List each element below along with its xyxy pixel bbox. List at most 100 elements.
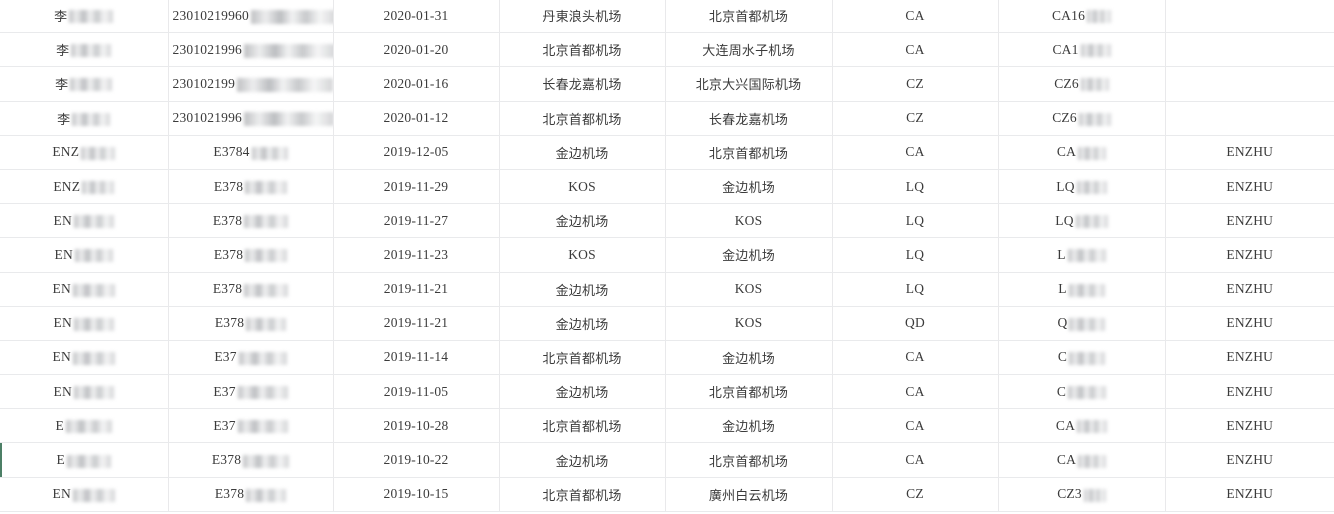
cell-text: 北京首都机场	[542, 488, 622, 504]
redaction-blur	[1083, 488, 1106, 502]
cell-text: LQ	[905, 246, 925, 262]
redaction-blur	[1078, 454, 1107, 468]
cell-text: E378	[213, 178, 244, 194]
cell-text: 北京首都机场	[708, 454, 789, 470]
cell-text: ENZHU	[1226, 315, 1274, 331]
cell-id_number: 23010219960	[168, 0, 334, 34]
cell-text: 大连周水子机场	[702, 44, 795, 60]
cell-text: E37	[213, 383, 236, 399]
table-row[interactable]: EN E378 2019-11-27 金边机场 KOS LQ LQ ENZHU	[0, 203, 1334, 239]
cell-flight_date: 2019-11-27	[333, 203, 500, 239]
cell-text: E37	[214, 349, 237, 365]
cell-departure_airport: 金边机场	[499, 272, 666, 307]
cell-text: 北京首都机场	[542, 351, 622, 367]
cell-text: CZ6	[1054, 75, 1079, 91]
table-row[interactable]: ENZ E378 2019-11-29 KOS 金边机场 LQ LQ ENZHU	[0, 169, 1334, 205]
redaction-blur	[69, 10, 114, 24]
cell-text: 北京首都机场	[708, 386, 789, 402]
table-row[interactable]: ENZ E3784 2019-12-05 金边机场 北京首都机场 CA CA ENZHU	[0, 135, 1334, 170]
cell-flight_number: CA	[998, 408, 1166, 444]
table-row[interactable]: E E37 2019-10-28 北京首都机场 金边机场 CA CA ENZHU	[0, 408, 1334, 444]
redaction-blur	[73, 386, 114, 400]
cell-passenger_name: EN	[0, 340, 169, 376]
cell-id_number: E378	[168, 306, 334, 341]
cell-arrival_airport: 北京首都机场	[665, 374, 833, 410]
cell-text: CA	[905, 383, 925, 399]
cell-text: E378	[214, 486, 245, 502]
cell-text: CA	[1056, 452, 1077, 468]
redaction-blur	[73, 215, 114, 229]
cell-text: ENZHU	[1226, 417, 1274, 433]
cell-airline_code: CA	[832, 374, 999, 410]
cell-id_number: E3784	[168, 135, 334, 170]
cell-text: KOS	[568, 178, 596, 194]
cell-text: CZ	[906, 110, 924, 126]
cell-text: CA16	[1051, 7, 1086, 23]
cell-text: CA	[905, 452, 925, 468]
cell-departure_airport: 长春龙嘉机场	[499, 66, 666, 102]
cell-passenger_name: EN	[0, 374, 169, 410]
table-row[interactable]: EN E37 2019-11-05 金边机场 北京首都机场 CA C ENZHU	[0, 374, 1334, 410]
cell-text: LQ	[905, 281, 925, 297]
cell-airline_code: LQ	[832, 237, 999, 273]
cell-text: CA	[905, 349, 925, 365]
cell-text: L	[1057, 246, 1066, 262]
cell-text: 金边机场	[722, 351, 775, 367]
cell-passenger_name: ENZ	[0, 135, 169, 170]
cell-text: QD	[905, 315, 925, 331]
cell-id_number: 230102199	[168, 66, 334, 102]
cell-flight_number: Q	[998, 306, 1166, 341]
table-row[interactable]: 李 2301021996 2020-01-20 北京首都机场 大连周水子机场 CA CA1	[0, 32, 1334, 68]
table-row[interactable]: EN E378 2019-11-21 金边机场 KOS QD Q ENZHU	[0, 306, 1334, 341]
cell-flight_number: CA16	[998, 0, 1166, 34]
cell-text: LQ	[1055, 212, 1074, 228]
table-row[interactable]: EN E378 2019-11-23 KOS 金边机场 LQ L ENZHU	[0, 237, 1334, 273]
cell-source_tag: ENZHU	[1165, 442, 1334, 478]
cell-text: 2019-11-05	[383, 383, 449, 399]
cell-flight_date: 2019-11-14	[333, 340, 500, 376]
cell-text: ENZHU	[1226, 144, 1274, 160]
table-row[interactable]: 李 230102199 2020-01-16 长春龙嘉机场 北京大兴国际机场 CZ CZ6	[0, 66, 1334, 102]
table-row[interactable]: 李 23010219960 2020-01-31 丹東浪头机场 北京首都机场 CA CA16	[0, 0, 1334, 34]
table-row[interactable]: 李 2301021996 2020-01-12 北京首都机场 长春龙嘉机场 CZ CZ6	[0, 101, 1334, 136]
table-row[interactable]: EN E37 2019-11-14 北京首都机场 金边机场 CA C ENZHU	[0, 340, 1334, 376]
cell-text: 李	[54, 10, 68, 26]
cell-text: 长春龙嘉机场	[708, 112, 789, 128]
cell-text: C	[1057, 349, 1068, 365]
cell-text: EN	[53, 212, 72, 228]
cell-airline_code: CA	[832, 32, 999, 68]
cell-departure_airport: 金边机场	[499, 306, 666, 341]
cell-passenger_name: EN	[0, 237, 169, 273]
cell-arrival_airport: KOS	[665, 306, 833, 341]
redaction-blur	[1069, 317, 1106, 331]
cell-flight_date: 2019-10-28	[333, 408, 500, 444]
redaction-blur	[1067, 249, 1106, 263]
cell-text: 金边机场	[722, 249, 775, 265]
redaction-blur	[82, 181, 115, 195]
cell-flight_date: 2019-11-21	[333, 272, 500, 307]
cell-text: ENZHU	[1226, 178, 1274, 194]
cell-flight_number: LQ	[998, 169, 1166, 205]
cell-text: 2019-10-15	[383, 486, 449, 502]
cell-flight_date: 2020-01-31	[333, 0, 500, 34]
cell-text: E	[56, 452, 65, 468]
redaction-blur	[1068, 283, 1105, 297]
cell-text: CA	[905, 7, 925, 23]
table-row[interactable]: EN E378 2019-10-15 北京首都机场 廣州白云机场 CZ CZ3 ENZHU	[0, 477, 1334, 512]
cell-departure_airport: 金边机场	[499, 374, 666, 410]
cell-flight_number: CZ6	[998, 101, 1166, 136]
cell-text: 金边机场	[555, 317, 609, 333]
table-row[interactable]: E E378 2019-10-22 金边机场 北京首都机场 CA CA ENZHU	[0, 442, 1334, 478]
cell-flight_number: CA	[998, 135, 1166, 170]
redaction-blur	[237, 386, 288, 400]
cell-departure_airport: 金边机场	[499, 203, 666, 239]
redaction-blur	[244, 43, 332, 58]
cell-passenger_name: 李	[0, 101, 169, 136]
cell-id_number: E378	[168, 169, 334, 205]
cell-text: E37	[213, 417, 236, 433]
table-row[interactable]: EN E378 2019-11-21 金边机场 KOS LQ L ENZHU	[0, 272, 1334, 307]
cell-source_tag	[1165, 66, 1334, 102]
redaction-blur	[244, 283, 289, 297]
redaction-blur	[1078, 146, 1107, 160]
cell-passenger_name: EN	[0, 306, 169, 341]
